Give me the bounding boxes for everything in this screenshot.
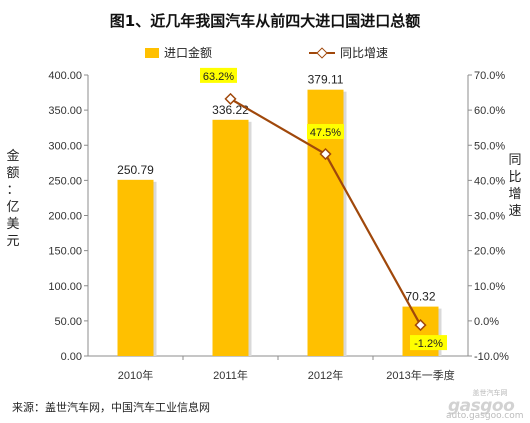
y-left-tick-label: 100.00 bbox=[48, 281, 82, 293]
x-tick-label: 2012年 bbox=[308, 368, 343, 382]
line-label-highlight bbox=[410, 335, 447, 351]
y-left-tick-label: 400.00 bbox=[48, 70, 82, 82]
y-axis-left-label: 金额：亿美元 bbox=[6, 149, 20, 249]
y-right-tick-label: 60.0% bbox=[474, 105, 505, 117]
y-right-tick-label: 70.0% bbox=[474, 70, 505, 82]
bar bbox=[117, 179, 154, 356]
bar-value-label: 70.32 bbox=[405, 290, 435, 304]
y-left-tick-label: 50.00 bbox=[54, 316, 82, 328]
y-right-tick-label: -10.0% bbox=[474, 351, 509, 363]
y-left-tick-label: 200.00 bbox=[48, 211, 82, 223]
y-right-tick-label: 40.0% bbox=[474, 175, 505, 187]
legend-swatch-line bbox=[309, 46, 335, 59]
line-value-label: 47.5% bbox=[310, 127, 341, 139]
legend-swatch-bar bbox=[145, 47, 159, 58]
source-note: 来源：盖世汽车网，中国汽车工业信息网 bbox=[12, 401, 210, 414]
line-marker bbox=[319, 147, 332, 161]
bar-value-label: 379.11 bbox=[308, 73, 344, 87]
y-left-tick-label: 300.00 bbox=[48, 140, 82, 152]
chart-legend: 进口金额 同比增速 bbox=[0, 44, 530, 60]
x-tick-label: 2011年 bbox=[213, 368, 248, 382]
bar bbox=[212, 119, 249, 356]
y-left-tick-label: 350.00 bbox=[48, 105, 82, 117]
y-right-tick-label: 50.0% bbox=[474, 140, 505, 152]
y-left-tick-label: 150.00 bbox=[48, 246, 82, 258]
line-label-highlight bbox=[200, 67, 237, 83]
bar-value-label: 336.22 bbox=[212, 103, 249, 117]
y-left-tick-label: 250.00 bbox=[48, 175, 82, 187]
watermark-url: auto.gasgoo.com bbox=[446, 411, 524, 421]
legend-label-import-value: 进口金额 bbox=[164, 46, 213, 60]
bar-value-label: 250.79 bbox=[117, 163, 154, 177]
y-right-tick-label: 10.0% bbox=[474, 281, 505, 293]
chart-title: 图1、近几年我国汽车从前四大进口国进口总额 bbox=[109, 12, 421, 30]
watermark-logo: gasgoo bbox=[448, 396, 515, 416]
y-right-tick-label: 0.0% bbox=[474, 316, 499, 328]
watermark-text: 盖世汽车网 bbox=[472, 389, 508, 397]
x-tick-label: 2010年 bbox=[118, 368, 153, 382]
y-right-tick-label: 30.0% bbox=[474, 211, 505, 223]
line-marker bbox=[224, 92, 237, 105]
y-right-tick-label: 20.0% bbox=[474, 246, 505, 258]
y-axis-right-label: 同比增速 bbox=[508, 153, 522, 219]
x-tick-label: 2013年一季度 bbox=[386, 368, 454, 382]
legend-label-yoy-growth: 同比增速 bbox=[340, 46, 389, 60]
line-marker bbox=[414, 319, 427, 332]
legend-item-import-value: 进口金额 bbox=[145, 44, 212, 61]
line-label-highlight bbox=[307, 124, 344, 140]
legend-item-yoy-growth: 同比增速 bbox=[309, 44, 388, 61]
line-value-label: -1.2% bbox=[414, 338, 443, 350]
line-value-label: 63.2% bbox=[203, 71, 234, 83]
y-left-tick-label: 0.00 bbox=[61, 351, 82, 363]
